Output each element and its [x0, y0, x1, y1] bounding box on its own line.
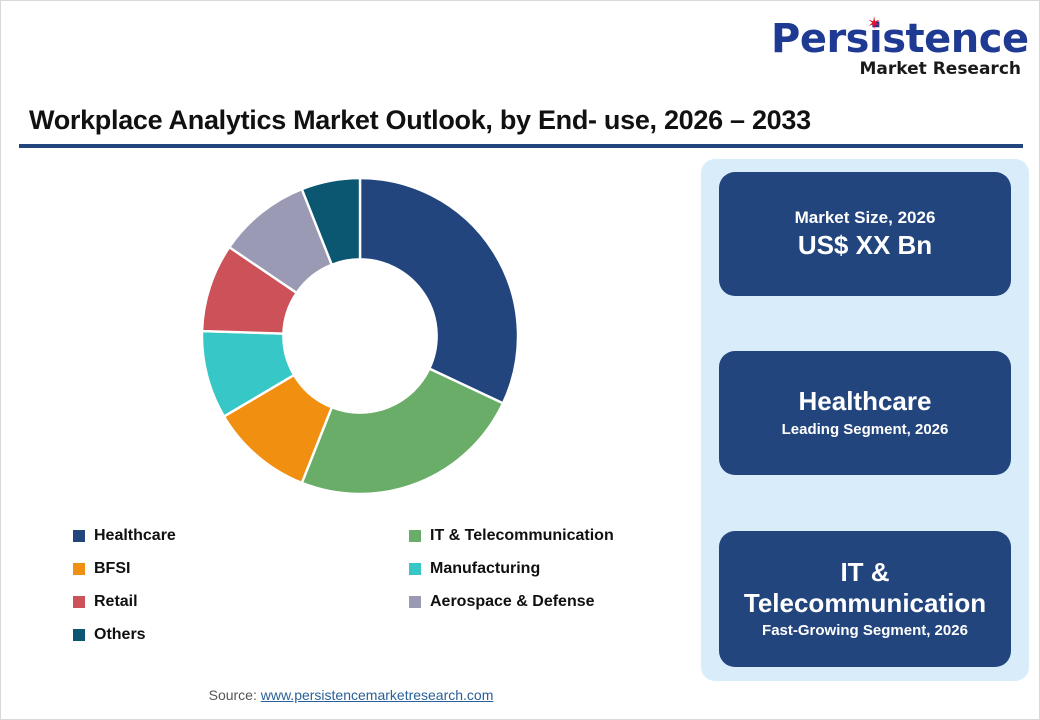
legend-item-it-telecommunication[interactable]: IT & Telecommunication — [409, 519, 614, 552]
company-logo: Persistence ✶ Market Research — [771, 16, 1029, 79]
legend-column-right: IT & Telecommunication Manufacturing Aeros… — [409, 519, 614, 618]
star-icon: ✶ — [867, 14, 881, 34]
leading-segment-card: Healthcare Leading Segment, 2026 — [719, 351, 1011, 475]
legend-item-label: Others — [94, 625, 146, 643]
legend-item-label: IT & Telecommunication — [430, 526, 614, 544]
legend-swatch-icon — [73, 595, 85, 608]
logo-tagline: Market Research — [859, 59, 1022, 79]
market-size-value: US$ XX Bn — [797, 230, 933, 261]
donut-slice-healthcare[interactable] — [358, 177, 519, 405]
highlights-panel: Market Size, 2026 US$ XX Bn Healthcare L… — [701, 159, 1029, 681]
logo-brand-label: Persistence — [771, 16, 1029, 62]
market-size-card: Market Size, 2026 US$ XX Bn — [719, 172, 1011, 296]
fast-growing-segment-name-line2: Telecommunication — [743, 587, 987, 618]
source-link[interactable]: www.persistencemarketresearch.com — [260, 687, 494, 703]
legend-swatch-icon — [73, 529, 85, 542]
legend-swatch-icon — [73, 562, 85, 575]
legend-item-healthcare[interactable]: Healthcare — [73, 519, 176, 552]
leading-segment-label: Leading Segment, 2026 — [781, 421, 949, 439]
legend-swatch-icon — [73, 628, 85, 641]
fast-growing-segment-card: IT & Telecommunication Fast-Growing Segm… — [719, 531, 1011, 667]
market-size-label: Market Size, 2026 — [794, 207, 936, 227]
legend-item-label: Retail — [94, 592, 138, 610]
legend-swatch-icon — [409, 562, 421, 575]
donut-chart — [1, 156, 701, 536]
legend-item-aerospace-defense[interactable]: Aerospace & Defense — [409, 585, 614, 618]
source-label: Source: — [208, 687, 257, 703]
donut-slice-group — [201, 177, 519, 495]
donut-svg — [201, 177, 519, 495]
legend-swatch-icon — [409, 595, 421, 608]
logo-brand-text: Persistence ✶ — [771, 14, 1029, 62]
fast-growing-segment-label: Fast-Growing Segment, 2026 — [762, 622, 968, 640]
donut-chart-graphic — [201, 177, 519, 495]
leading-segment-name: Healthcare — [798, 386, 932, 417]
legend-swatch-icon — [409, 529, 421, 542]
source-footer: Source: www.persistencemarketresearch.co… — [1, 687, 701, 703]
fast-growing-segment-name-line1: IT & — [840, 557, 890, 588]
legend-item-others[interactable]: Others — [73, 618, 176, 651]
legend-item-bfsi[interactable]: BFSI — [73, 552, 176, 585]
title-divider — [19, 144, 1023, 148]
legend-item-manufacturing[interactable]: Manufacturing — [409, 552, 614, 585]
legend-item-label: Aerospace & Defense — [430, 592, 595, 610]
legend-item-label: Manufacturing — [430, 559, 541, 577]
legend-item-label: Healthcare — [94, 526, 176, 544]
page-title: Workplace Analytics Market Outlook, by E… — [29, 105, 811, 135]
donut-slice-others[interactable] — [300, 177, 362, 267]
legend-item-retail[interactable]: Retail — [73, 585, 176, 618]
legend-column-left: Healthcare BFSI Retail Others — [73, 519, 176, 651]
donut-slice-it-telecommunication[interactable] — [300, 367, 505, 495]
legend-item-label: BFSI — [94, 559, 131, 577]
